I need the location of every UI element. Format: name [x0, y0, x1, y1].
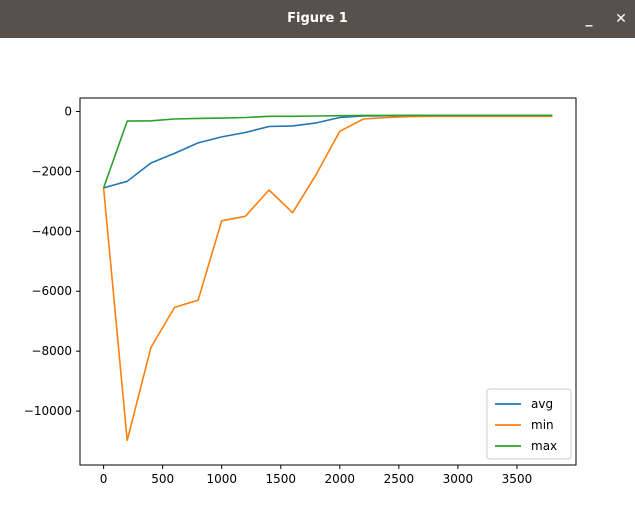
y-tick-label--2000: −2000 — [31, 164, 72, 178]
y-tick-label--10000: −10000 — [24, 404, 72, 418]
y-tick-label--4000: −4000 — [31, 224, 72, 238]
line-chart: 0 500 1000 1500 2000 2500 3000 3500 0 −2000 −4000 −… — [24, 97, 577, 486]
x-tick-label-500: 500 — [151, 472, 174, 486]
legend-label-max: max — [531, 439, 557, 453]
x-tick-label-1500: 1500 — [265, 472, 296, 486]
x-tick-label-2000: 2000 — [325, 472, 356, 486]
window-titlebar: Figure 1 _ ✕ — [0, 0, 635, 38]
series-line-max — [102, 114, 553, 189]
x-tick-label-0: 0 — [100, 472, 108, 486]
x-tick-label-3500: 3500 — [502, 472, 533, 486]
x-tick-label-2500: 2500 — [384, 472, 415, 486]
legend-label-avg: avg — [531, 397, 553, 411]
close-button[interactable]: ✕ — [615, 11, 627, 27]
x-tick-label-3000: 3000 — [443, 472, 474, 486]
minimize-button[interactable]: _ — [585, 11, 593, 27]
y-tick-label--6000: −6000 — [31, 284, 72, 298]
figure-canvas: 0 500 1000 1500 2000 2500 3000 3500 0 −2000 −4000 −… — [0, 38, 635, 515]
window-title: Figure 1 — [287, 11, 348, 26]
y-tick-label--8000: −8000 — [31, 344, 72, 358]
plot-frame — [79, 97, 577, 466]
legend-box — [486, 388, 572, 460]
legend-label-min: min — [531, 418, 554, 432]
y-tick-label-0: 0 — [64, 104, 72, 118]
x-tick-label-1000: 1000 — [206, 472, 237, 486]
series-line-min — [102, 115, 553, 442]
